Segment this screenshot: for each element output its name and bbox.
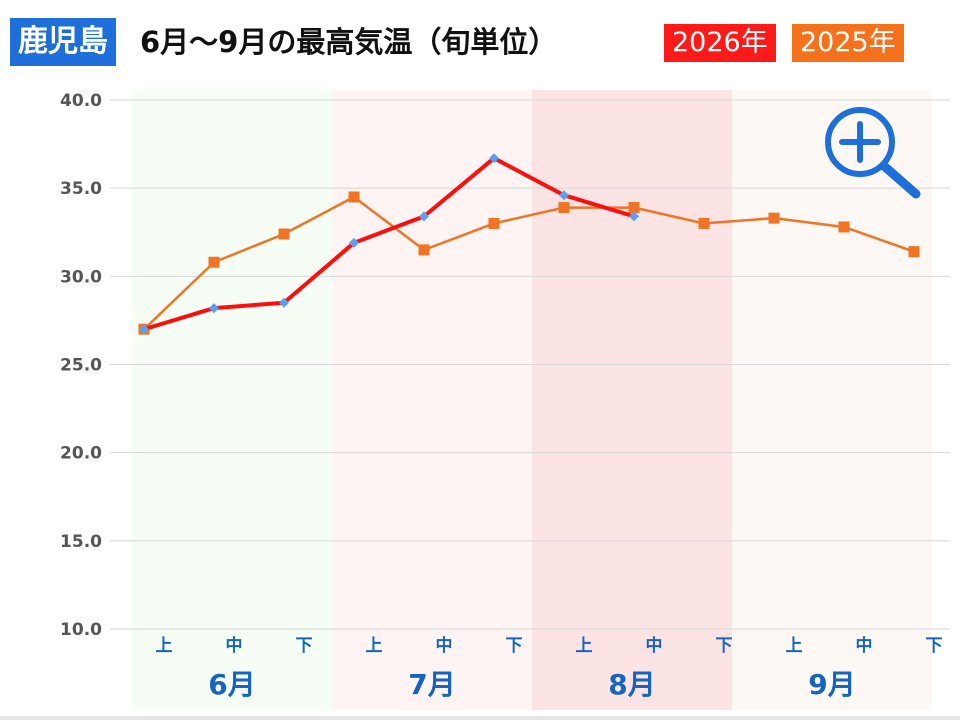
y-tick-label: 25.0 [60,356,102,376]
month-label: 7月 [408,668,455,701]
series-layer [138,153,920,335]
legend-2026: 2026年 [664,24,776,62]
series-2026-point [419,211,429,222]
month-band-4 [732,90,932,710]
series-2025-point [208,256,220,268]
series-2026-point [559,190,569,201]
chart-header: 鹿児島 6月～9月の最高気温（旬単位） 2026年 2025年 [0,0,960,80]
x-tick-label: 中 [226,635,243,656]
gridlines [110,99,950,630]
series-2025-point [348,191,360,203]
series-2025-point [698,217,710,229]
x-tick-label: 中 [646,635,663,656]
month-band-2 [332,90,532,710]
series-2025-point [488,217,500,229]
x-tick-label: 下 [926,636,943,656]
series-2026 [139,153,639,335]
x-tick-label: 上 [156,636,173,656]
legend-2025: 2025年 [792,24,904,62]
series-2025-point [908,246,920,258]
series-2026-line [143,156,635,332]
series-2025-line [143,195,915,331]
temperature-chart: 10.0 15.0 20.0 25.0 30.0 35.0 40.0 上 中 下 上 中 下 上 中 下 上 中… [60,90,950,710]
x-tick-label: 上 [576,636,593,656]
month-label: 9月 [808,668,855,701]
x-tick-label: 上 [366,636,383,656]
x-tick-label: 上 [786,636,803,656]
y-tick-label: 20.0 [60,444,102,464]
series-2026-point [349,237,359,248]
series-2026-point [629,211,639,222]
series-2026-point [209,303,219,314]
series-2025-point [278,228,290,240]
bottom-border [0,716,960,720]
city-badge: 鹿児島 [10,18,116,66]
series-2026-point [139,324,149,335]
series-2026-point [279,297,289,308]
x-tick-label: 中 [436,635,453,656]
series-2025-point [768,212,780,224]
x-tick-label: 下 [506,636,523,656]
series-2025-point [628,202,640,214]
series-2025 [138,191,920,335]
chart-title: 6月～9月の最高気温（旬単位） [140,25,558,59]
y-tick-label: 30.0 [60,267,102,287]
x-tick-label: 下 [296,636,313,656]
y-tick-label: 10.0 [60,620,102,640]
series-2025-point [838,221,850,233]
x-axis: 上 中 下 上 中 下 上 中 下 上 中 下 6月 7月 8月 9月 [156,635,943,701]
month-label: 8月 [608,668,655,701]
y-tick-label: 15.0 [60,532,102,552]
zoom-in-magnifier-icon[interactable] [825,107,921,199]
month-label: 6月 [208,668,255,701]
x-tick-label: 下 [716,636,733,656]
month-bands [132,90,932,710]
series-2026-point [489,153,499,164]
series-2025-point [418,244,430,256]
x-tick-label: 中 [856,635,873,656]
y-axis: 10.0 15.0 20.0 25.0 30.0 35.0 40.0 [60,91,102,640]
month-band-1 [132,90,332,710]
y-tick-label: 35.0 [60,179,102,199]
month-band-3 [532,90,732,710]
y-tick-label: 40.0 [60,91,102,111]
series-2025-point [558,202,570,214]
